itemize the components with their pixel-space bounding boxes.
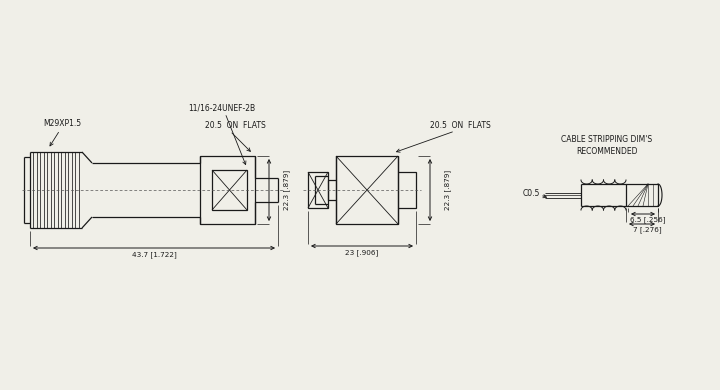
- Text: 22.3 [.879]: 22.3 [.879]: [284, 170, 290, 210]
- Text: M29XP1.5: M29XP1.5: [43, 119, 81, 128]
- Bar: [200, 156, 255, 224]
- Bar: [308, 172, 328, 208]
- Text: CABLE STRIPPING DIM'S: CABLE STRIPPING DIM'S: [562, 135, 652, 145]
- Bar: [212, 170, 247, 210]
- Text: 43.7 [1.722]: 43.7 [1.722]: [132, 252, 176, 258]
- Text: 20.5  ON  FLATS: 20.5 ON FLATS: [204, 122, 266, 131]
- Text: 22.3 [.879]: 22.3 [.879]: [445, 170, 451, 210]
- Text: 23 [.906]: 23 [.906]: [346, 250, 379, 256]
- Bar: [336, 156, 398, 224]
- Bar: [626, 184, 658, 206]
- Bar: [328, 180, 336, 200]
- Text: 11/16-24UNEF-2B: 11/16-24UNEF-2B: [189, 103, 256, 112]
- Text: 7 [.276]: 7 [.276]: [633, 227, 661, 233]
- Bar: [398, 172, 416, 208]
- Text: 20.5  ON  FLATS: 20.5 ON FLATS: [430, 122, 490, 131]
- Text: RECOMMENDED: RECOMMENDED: [576, 147, 638, 156]
- Text: 6.5 [.256]: 6.5 [.256]: [630, 216, 666, 223]
- Text: C0.5: C0.5: [523, 188, 540, 197]
